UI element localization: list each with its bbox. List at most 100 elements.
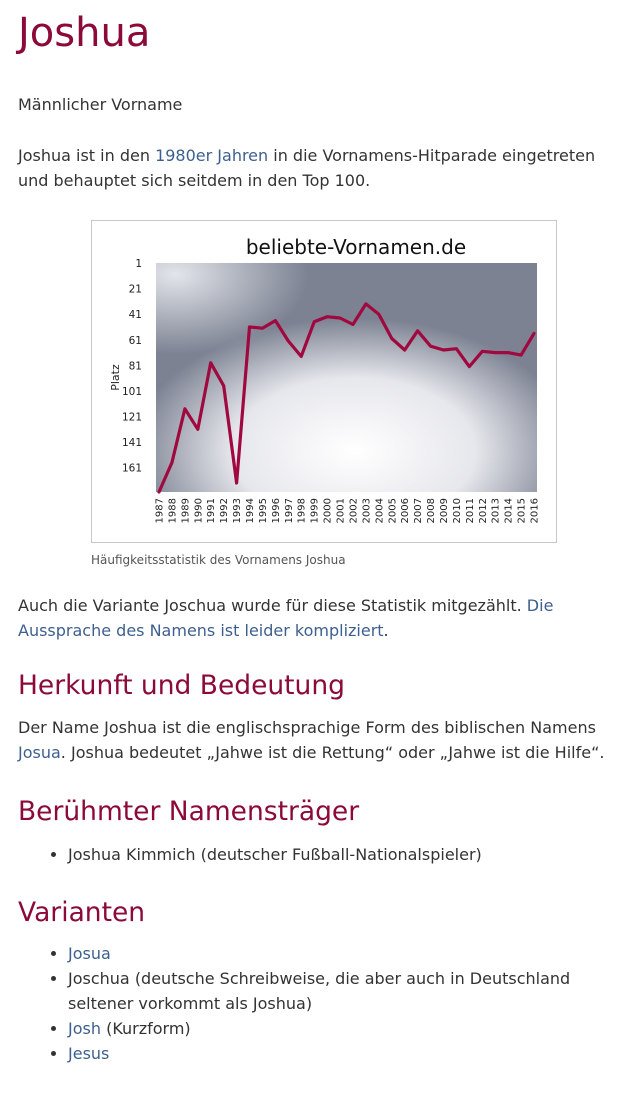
chart-svg: beliebte-Vornamen.de Platz 1214161811011… <box>109 235 541 523</box>
data-point <box>196 428 199 431</box>
x-tick-label: 1999 <box>310 498 321 523</box>
data-point <box>377 312 381 316</box>
data-point <box>183 407 187 411</box>
x-tick-label: 1998 <box>297 498 308 523</box>
josh-suffix: (Kurzform) <box>100 1019 191 1038</box>
intro-paragraph: Joshua ist in den 1980er Jahren in die V… <box>18 143 614 193</box>
y-tick-label: 41 <box>129 309 142 321</box>
x-tick-label: 1989 <box>180 498 191 523</box>
data-point <box>403 348 406 352</box>
herkunft-paragraph: Der Name Joshua ist die englischsprachig… <box>18 715 614 765</box>
y-tick-label: 121 <box>122 412 142 424</box>
x-tick-label: 1995 <box>258 498 269 523</box>
page-title: Joshua <box>18 10 151 56</box>
x-tick-label: 1987 <box>155 498 166 523</box>
x-tick-label: 1990 <box>193 498 204 523</box>
data-point <box>325 315 329 318</box>
x-tick-label: 2011 <box>465 498 476 523</box>
variant-note: Auch die Variante Joschua wurde für dies… <box>18 593 614 643</box>
heading-herkunft: Herkunft und Bedeutung <box>18 670 345 701</box>
y-tick-label: 101 <box>122 386 142 398</box>
x-tick-label: 1994 <box>245 498 256 523</box>
data-point <box>468 365 471 368</box>
data-point <box>481 350 484 353</box>
x-tick-label: 2013 <box>491 498 502 523</box>
link-aussprache[interactable]: Die Aussprache des Namens ist leider kom… <box>18 596 554 640</box>
x-tick-label: 1997 <box>284 498 295 523</box>
x-tick-label: 2007 <box>413 498 424 523</box>
data-point <box>287 339 290 343</box>
variant-note-text: Auch die Variante Joschua wurde für dies… <box>18 596 527 615</box>
data-point <box>261 327 264 330</box>
x-tick-label: 1993 <box>232 498 243 523</box>
data-point <box>532 332 536 335</box>
x-tick-label: 2004 <box>374 498 385 523</box>
herkunft-text-after: . Joshua bedeutet „Jahwe ist die Rettung… <box>60 743 605 762</box>
list-item-joschua: Joschua (deutsche Schreibweise, die aber… <box>68 966 614 1016</box>
y-tick-label: 141 <box>122 437 142 449</box>
y-tick-label: 21 <box>129 284 142 296</box>
y-tick-label: 1 <box>135 258 142 270</box>
x-tick-label: 2014 <box>504 498 515 523</box>
data-point <box>351 323 355 326</box>
heading-beruehmt: Berühmter Namensträger <box>18 796 360 827</box>
list-item-jesus: Jesus <box>68 1041 614 1066</box>
variants-list: Josua Joschua (deutsche Schreibweise, di… <box>18 941 614 1066</box>
series-line <box>157 302 536 494</box>
data-point <box>416 329 419 333</box>
data-point <box>248 325 251 329</box>
data-point <box>364 302 368 306</box>
statistics-chart: beliebte-Vornamen.de Platz 1 21 41 61 81 101 1… <box>91 220 557 543</box>
link-1980er-jahren[interactable]: 1980er Jahren <box>155 146 269 165</box>
data-point <box>455 347 458 350</box>
x-tick-label: 2012 <box>478 498 489 523</box>
famous-list: Joshua Kimmich (deutscher Fußball-Nation… <box>18 842 614 867</box>
data-point <box>157 490 161 494</box>
data-point <box>390 337 393 340</box>
herkunft-text-before: Der Name Joshua ist die englischsprachig… <box>18 718 596 737</box>
list-item-josua: Josua <box>68 941 614 966</box>
data-point <box>506 351 510 354</box>
plot-area-highlight <box>156 263 537 492</box>
data-point <box>494 351 497 354</box>
data-point <box>235 481 238 485</box>
data-point <box>222 384 225 388</box>
x-tick-label: 2006 <box>400 498 411 523</box>
chart-ylabel: Platz <box>109 364 122 391</box>
x-tick-label: 1992 <box>219 498 230 523</box>
intro-text-before: Joshua ist in den <box>18 146 156 165</box>
x-tick-label: 2001 <box>336 498 347 523</box>
data-point <box>312 320 316 324</box>
x-tick-label: 1988 <box>167 498 178 523</box>
x-tick-label: 2016 <box>530 498 541 523</box>
x-tick-labels: 1987 1988 1989 1990 1991 1992 1993 1994 1995 1996… <box>155 498 541 523</box>
figure-caption: Häufigkeitsstatistik des Vornamens Joshu… <box>91 553 346 567</box>
link-variant-jesus[interactable]: Jesus <box>68 1044 110 1063</box>
data-point <box>300 355 303 358</box>
x-tick-label: 1996 <box>271 498 282 523</box>
link-variant-josua[interactable]: Josua <box>68 944 111 963</box>
x-tick-label: 2008 <box>426 498 437 523</box>
data-point <box>209 361 212 364</box>
link-variant-josh[interactable]: Josh <box>68 1019 101 1038</box>
x-tick-label: 2003 <box>361 498 372 523</box>
data-point <box>519 353 523 357</box>
x-tick-label: 2015 <box>517 498 528 523</box>
variant-note-after: . <box>383 621 389 640</box>
link-josua[interactable]: Josua <box>18 743 61 762</box>
x-tick-label: 2010 <box>452 498 463 523</box>
y-tick-label: 161 <box>122 463 142 475</box>
y-tick-label: 61 <box>129 335 142 347</box>
x-tick-label: 2009 <box>439 498 450 523</box>
x-tick-label: 2000 <box>323 498 334 523</box>
x-tick-label: 2005 <box>387 498 398 523</box>
data-point <box>429 344 432 348</box>
heading-varianten: Varianten <box>18 897 146 928</box>
x-tick-label: 1991 <box>206 498 217 523</box>
data-point <box>274 319 277 322</box>
data-point <box>170 461 174 464</box>
intro-text-after: in die Vornamens-Hitparade eingetreten u… <box>18 146 596 190</box>
data-point <box>442 348 445 352</box>
page-subtitle: Männlicher Vorname <box>18 95 183 114</box>
